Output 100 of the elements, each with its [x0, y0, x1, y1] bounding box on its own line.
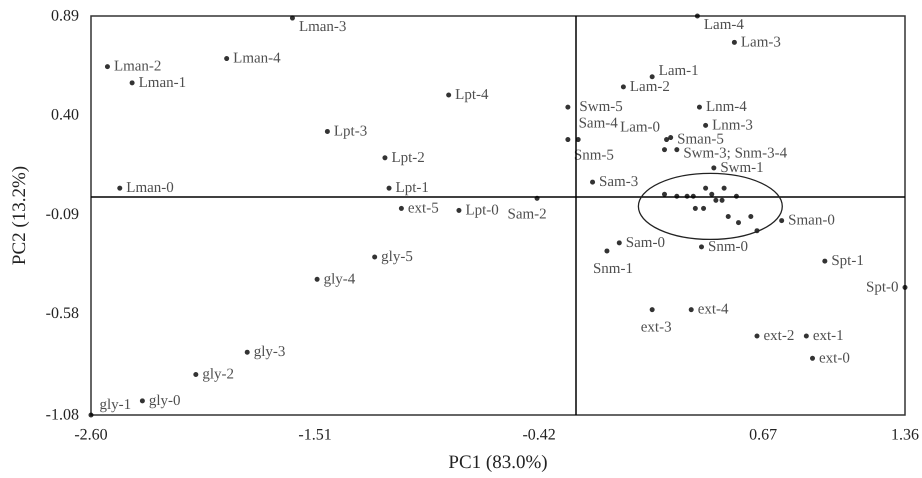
data-label: Sman-0	[788, 212, 835, 229]
point	[117, 186, 122, 191]
data-label: ext-5	[408, 200, 439, 216]
point	[130, 80, 135, 86]
y-tick-label: -0.58	[46, 305, 79, 322]
point	[902, 284, 908, 290]
data-label: gly-5	[381, 249, 413, 266]
point	[620, 84, 626, 90]
point	[616, 240, 622, 246]
point	[88, 412, 94, 418]
data-label: Lam-1	[658, 62, 699, 79]
data-label: Spt-1	[831, 253, 864, 270]
data-label: Sam-3	[599, 174, 638, 190]
data-label: Lman-1	[138, 74, 186, 91]
data-label: Lam-2	[630, 78, 670, 95]
data-label: gly-3	[254, 344, 286, 360]
y-axis-title: PC2 (13.2%)	[9, 166, 30, 266]
x-tick-label: -2.60	[74, 426, 108, 444]
point	[662, 147, 667, 152]
point	[726, 214, 731, 220]
data-label: Lman-3	[298, 19, 346, 36]
y-tick-label: -0.09	[46, 206, 79, 223]
point	[650, 307, 655, 312]
data-label: gly-4	[324, 271, 356, 288]
data-label: Lam-4	[704, 17, 744, 33]
data-label: gly-0	[148, 392, 181, 409]
data-label: Lpt-2	[391, 150, 425, 166]
data-label: Snm-0	[708, 238, 748, 255]
data-label: ext-4	[698, 302, 730, 318]
point	[372, 254, 378, 260]
y-tick-label: 0.89	[51, 8, 79, 24]
data-label: Swm-3; Snm-3-4	[683, 146, 788, 162]
point	[694, 14, 700, 18]
point	[664, 137, 670, 142]
x-tick-label: 0.67	[749, 426, 778, 444]
point	[703, 122, 708, 128]
point	[810, 356, 815, 361]
point	[732, 40, 737, 45]
point	[720, 198, 725, 203]
data-label: ext-3	[640, 320, 672, 336]
data-label: ext-2	[764, 328, 794, 344]
data-label: Lpt-3	[334, 123, 368, 140]
data-label: Swm-1	[720, 160, 764, 176]
point	[701, 206, 706, 211]
point	[703, 186, 708, 191]
data-label: Swm-5	[579, 99, 623, 116]
point	[688, 307, 694, 312]
data-label: ext-0	[819, 350, 850, 366]
data-label: Lman-0	[126, 180, 174, 196]
point	[699, 244, 704, 250]
point	[565, 137, 570, 142]
data-label: gly-2	[202, 366, 234, 382]
point	[822, 258, 828, 264]
point	[736, 220, 741, 226]
x-axis-title: PC1 (83.0%)	[448, 452, 548, 473]
point	[692, 206, 698, 211]
point	[456, 208, 462, 213]
data-label: Sam-4	[578, 116, 618, 132]
data-label: Lnm-3	[712, 117, 753, 134]
point	[650, 74, 655, 80]
point	[314, 276, 320, 282]
point	[804, 334, 809, 339]
point	[324, 128, 330, 134]
point	[290, 16, 295, 21]
point	[224, 56, 230, 62]
point	[193, 372, 198, 377]
x-tick-label: -1.51	[298, 426, 332, 444]
data-label: Snm-1	[592, 260, 633, 277]
point	[382, 155, 388, 160]
data-label: Lman-4	[233, 50, 282, 67]
point	[754, 334, 760, 339]
x-tick-label: -0.42	[522, 426, 556, 444]
point	[668, 135, 674, 140]
point	[446, 92, 452, 98]
point	[398, 206, 404, 211]
point	[604, 248, 610, 254]
point	[590, 180, 596, 185]
point	[140, 398, 145, 404]
data-label: Lnm-4	[706, 99, 748, 116]
point	[662, 192, 667, 197]
data-label: Lpt-4	[455, 86, 489, 103]
data-label: gly-1	[100, 397, 132, 413]
data-label: Lam-3	[740, 34, 781, 50]
point	[713, 198, 718, 203]
y-tick-label: 0.40	[51, 106, 79, 124]
point	[104, 64, 110, 70]
point	[748, 214, 754, 220]
point	[711, 165, 716, 170]
point	[674, 147, 680, 152]
data-label: Spt-0	[866, 279, 898, 296]
point	[565, 104, 570, 110]
data-label: Sam-2	[507, 206, 547, 222]
x-tick-label: 1.36	[891, 426, 919, 444]
data-label: Lman-2	[114, 58, 162, 75]
point	[386, 186, 392, 191]
point	[244, 350, 250, 355]
point	[709, 192, 714, 197]
data-label: Lpt-0	[465, 202, 499, 218]
point	[696, 104, 702, 110]
data-label: ext-1	[812, 328, 844, 344]
